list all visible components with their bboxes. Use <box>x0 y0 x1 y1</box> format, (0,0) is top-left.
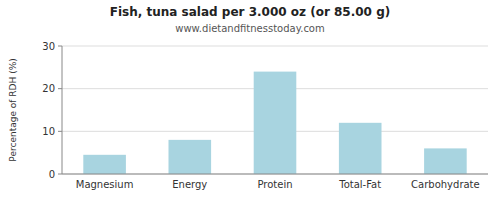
y-axis-label: Percentage of RDH (%) <box>8 58 18 161</box>
bar <box>254 72 297 174</box>
y-tick <box>58 174 62 175</box>
y-tick-label: 0 <box>49 169 55 180</box>
bars <box>83 72 466 174</box>
y-tick <box>58 88 62 89</box>
bar <box>424 148 467 174</box>
subtitle: www.dietandfitnesstoday.com <box>175 23 324 34</box>
y-tick-label: 20 <box>42 83 55 94</box>
grid-line <box>62 174 488 175</box>
y-grid <box>62 46 488 174</box>
bar <box>339 123 382 174</box>
grid-line <box>62 46 488 47</box>
y-tick-label: 10 <box>42 126 55 137</box>
x-tick-label: Energy <box>172 179 207 190</box>
bar <box>83 155 126 174</box>
y-axis <box>62 46 63 174</box>
bar <box>169 140 212 174</box>
chart: Fish, tuna salad per 3.000 oz (or 85.00 … <box>0 0 500 200</box>
y-tick-label: 30 <box>42 41 55 52</box>
title: Fish, tuna salad per 3.000 oz (or 85.00 … <box>110 5 390 19</box>
y-tick <box>58 46 62 47</box>
chart-container: Fish, tuna salad per 3.000 oz (or 85.00 … <box>0 0 500 200</box>
x-tick-label: Magnesium <box>76 179 134 190</box>
x-tick-label: Carbohydrate <box>411 179 480 190</box>
x-tick-label: Protein <box>257 179 292 190</box>
x-axis <box>62 174 488 175</box>
x-tick-label: Total-Fat <box>338 179 381 190</box>
y-tick <box>58 131 62 132</box>
